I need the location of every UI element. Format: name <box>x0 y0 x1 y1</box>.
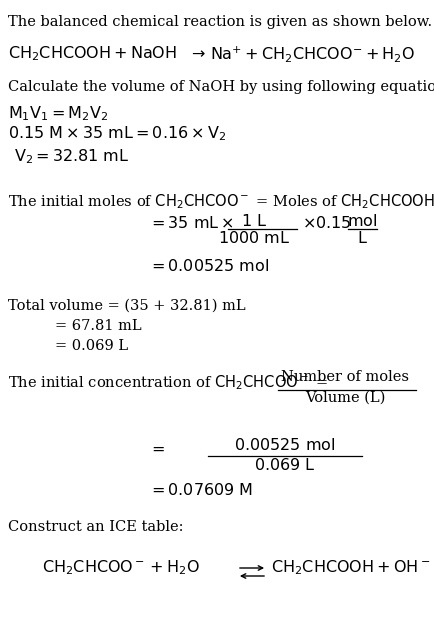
Text: $=$: $=$ <box>148 440 164 457</box>
Text: The balanced chemical reaction is given as shown below.: The balanced chemical reaction is given … <box>8 15 431 29</box>
Text: Total volume = (35 + 32.81) mL: Total volume = (35 + 32.81) mL <box>8 299 245 313</box>
Text: $\mathrm{Na^{+} + CH_2CHCOO^{-} + H_2O}$: $\mathrm{Na^{+} + CH_2CHCOO^{-} + H_2O}$ <box>210 44 414 64</box>
Text: = 0.069 L: = 0.069 L <box>55 339 128 353</box>
Text: $\mathrm{mol}$: $\mathrm{mol}$ <box>346 213 376 230</box>
Text: $\mathrm{CH_2CHCOOH + NaOH}$: $\mathrm{CH_2CHCOOH + NaOH}$ <box>8 44 177 63</box>
Text: $0.00525\ \mathrm{mol}$: $0.00525\ \mathrm{mol}$ <box>233 437 335 454</box>
Text: $0.069\ \mathrm{L}$: $0.069\ \mathrm{L}$ <box>253 457 315 474</box>
Text: $\mathrm{0.15\ M \times 35\ mL = 0.16 \times V_2}$: $\mathrm{0.15\ M \times 35\ mL = 0.16 \t… <box>8 124 226 143</box>
Text: $\mathrm{CH_2CHCOOH + OH^-}$: $\mathrm{CH_2CHCOOH + OH^-}$ <box>270 558 429 577</box>
Text: $1\ \mathrm{L}$: $1\ \mathrm{L}$ <box>240 213 266 230</box>
Text: $\mathrm{M_1V_1 = M_2V_2}$: $\mathrm{M_1V_1 = M_2V_2}$ <box>8 104 108 123</box>
Text: $\rightarrow$: $\rightarrow$ <box>187 44 205 61</box>
Text: $= 0.00525\ \mathrm{mol}$: $= 0.00525\ \mathrm{mol}$ <box>148 258 269 275</box>
Text: The initial moles of $\mathrm{CH_2CHCOO^-}$ = Moles of $\mathrm{CH_2CHCOOH}$: The initial moles of $\mathrm{CH_2CHCOO^… <box>8 192 434 210</box>
Text: $\mathrm{CH_2CHCOO^- + H_2O}$: $\mathrm{CH_2CHCOO^- + H_2O}$ <box>42 558 200 577</box>
Text: $1000\ \mathrm{mL}$: $1000\ \mathrm{mL}$ <box>217 230 289 247</box>
Text: $\mathrm{L}$: $\mathrm{L}$ <box>356 230 367 247</box>
Text: $= 0.07609\ \mathrm{M}$: $= 0.07609\ \mathrm{M}$ <box>148 482 253 499</box>
Text: Construct an ICE table:: Construct an ICE table: <box>8 520 183 534</box>
Text: The initial concentration of $\mathrm{CH_2CHCOO^-}$ =: The initial concentration of $\mathrm{CH… <box>8 373 327 392</box>
Text: $\times 0.15$: $\times 0.15$ <box>301 215 351 232</box>
Text: = 67.81 mL: = 67.81 mL <box>55 319 141 333</box>
Text: $= 35\ \mathrm{mL} \times$: $= 35\ \mathrm{mL} \times$ <box>148 215 233 232</box>
Text: Number of moles: Number of moles <box>280 370 408 384</box>
Text: Calculate the volume of NaOH by using following equation.: Calculate the volume of NaOH by using fo… <box>8 80 434 94</box>
Text: Volume (L): Volume (L) <box>304 391 384 405</box>
Text: $\mathrm{V_2 = 32.81\ mL}$: $\mathrm{V_2 = 32.81\ mL}$ <box>14 147 129 165</box>
